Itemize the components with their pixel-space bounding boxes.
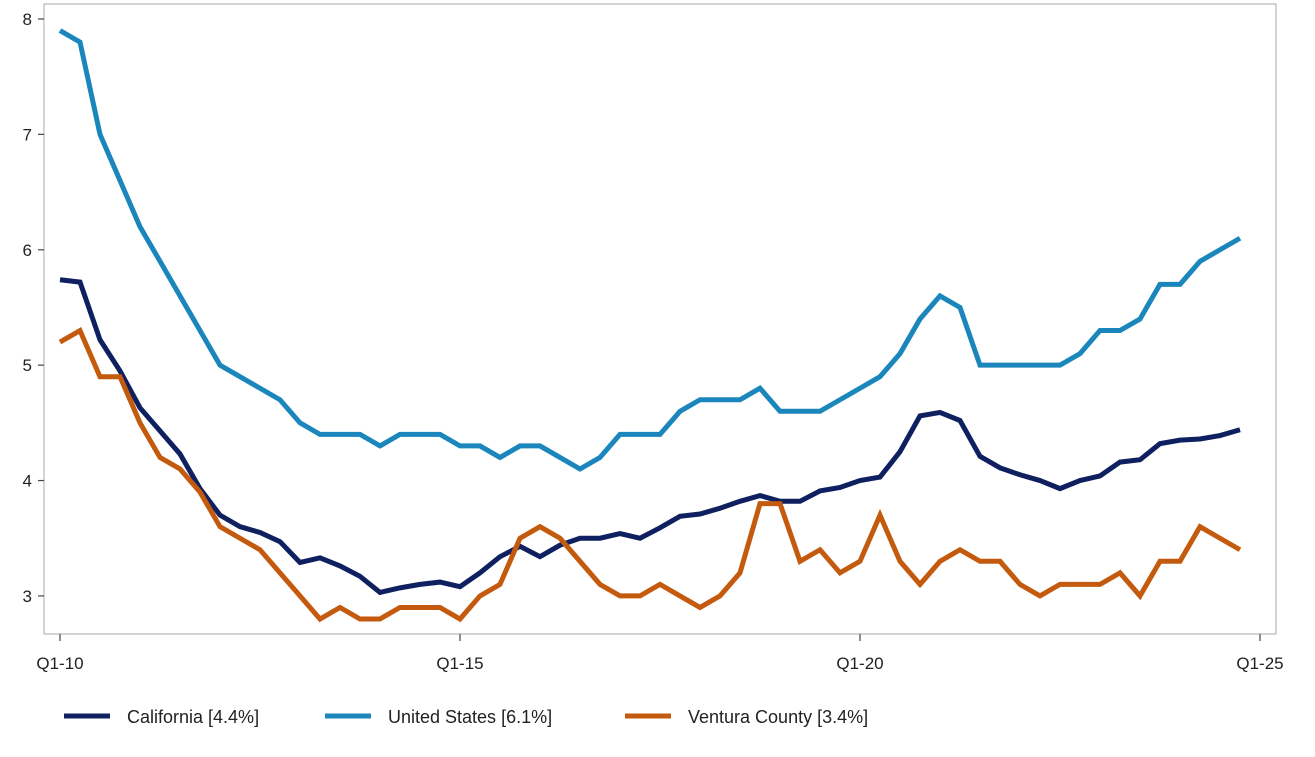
- x-tick-label: Q1-20: [836, 654, 883, 673]
- plot-frame: [43, 3, 1277, 635]
- x-tick-label: Q1-15: [436, 654, 483, 673]
- series-line-united-states: [58, 28, 1242, 472]
- y-tick-label: 8: [23, 10, 32, 29]
- legend-label-ventura-county: Ventura County [3.4%]: [688, 707, 868, 727]
- series-layer: [58, 28, 1242, 623]
- y-tick-label: 4: [23, 472, 32, 491]
- y-tick-label: 6: [23, 241, 32, 260]
- y-tick-label: 7: [23, 125, 32, 144]
- y-tick-label: 5: [23, 356, 32, 375]
- series-line-california: [59, 277, 1241, 596]
- x-axis: Q1-10 Q1-15 Q1-20 Q1-25: [36, 634, 1284, 673]
- legend-label-california: California [4.4%]: [127, 707, 259, 727]
- series-line-ventura-county: [58, 326, 1242, 623]
- x-tick-label: Q1-10: [36, 654, 83, 673]
- legend: California [4.4%] United States [6.1%] Ven…: [64, 707, 868, 727]
- y-tick-label: 3: [23, 587, 32, 606]
- x-tick-label: Q1-25: [1236, 654, 1283, 673]
- y-axis: 3 4 5 6 7 8: [23, 10, 44, 606]
- legend-label-united-states: United States [6.1%]: [388, 707, 552, 727]
